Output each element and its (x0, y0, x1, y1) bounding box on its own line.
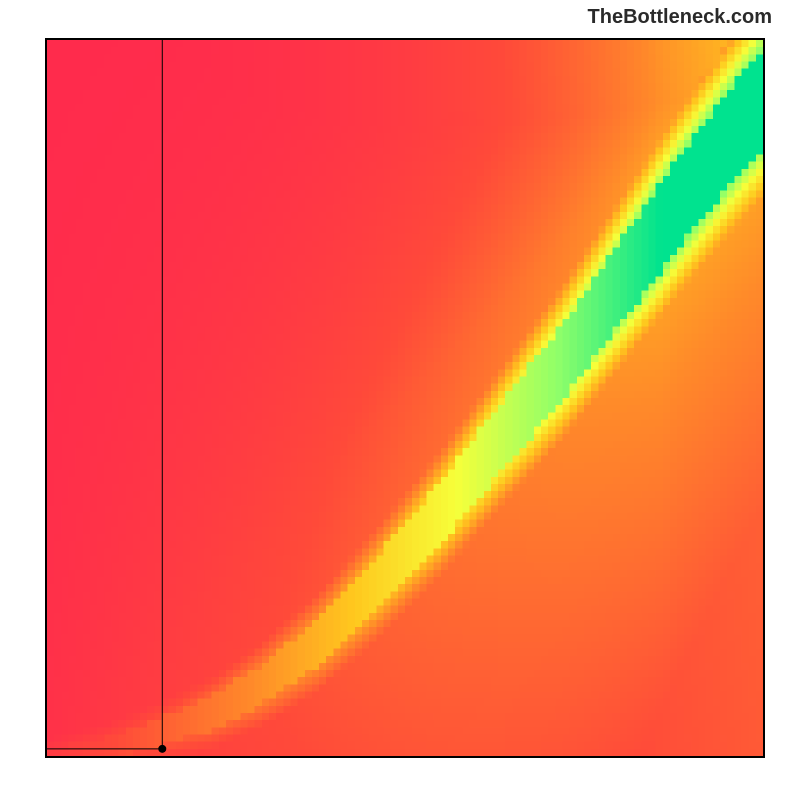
watermark-text: TheBottleneck.com (588, 6, 772, 29)
heatmap-canvas (47, 40, 763, 756)
plot-frame (45, 38, 765, 758)
chart-container: TheBottleneck.com (0, 0, 800, 800)
